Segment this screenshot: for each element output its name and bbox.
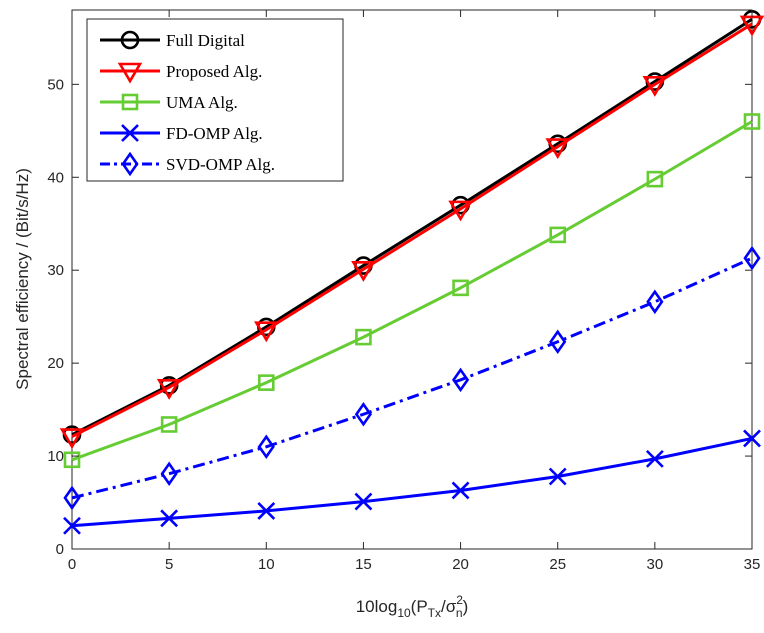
x-axis-title-sup: 2: [456, 593, 463, 607]
data-point-fd-omp-alg: [451, 481, 470, 500]
data-point-proposed-alg: [59, 428, 85, 450]
x-axis-title-end: ): [463, 597, 469, 616]
data-point-uma-alg: [646, 170, 664, 188]
data-point-svd-omp-alg: [549, 329, 567, 355]
series-line-svd-omp-alg: [71, 256, 753, 500]
data-point-uma-alg: [160, 416, 178, 433]
data-point-uma-alg: [63, 451, 81, 469]
legend-label-full-digital: Full Digital: [166, 31, 245, 50]
legend-label-svd-omp-alg: SVD-OMP Alg.: [166, 155, 275, 174]
data-point-proposed-alg: [642, 76, 668, 97]
y-tick-label: 10: [47, 448, 64, 465]
y-tick-label: 50: [47, 76, 64, 93]
y-tick-label: 30: [47, 262, 64, 279]
data-point-proposed-alg: [156, 378, 182, 400]
data-point-fd-omp-alg: [548, 467, 567, 486]
legend-entry-proposed-alg: Proposed Alg.: [100, 62, 262, 84]
x-tick-label: 20: [452, 556, 469, 573]
series-svd-omp-alg: [63, 245, 761, 511]
legend-label-uma-alg: UMA Alg.: [166, 93, 238, 112]
data-point-uma-alg: [257, 374, 275, 391]
data-point-proposed-alg: [448, 200, 473, 222]
legend-label-fd-omp-alg: FD-OMP Alg.: [166, 124, 263, 143]
data-point-svd-omp-alg: [646, 289, 664, 315]
data-point-proposed-alg: [351, 260, 376, 282]
series-proposed-alg: [59, 15, 764, 450]
legend-label-proposed-alg: Proposed Alg.: [166, 62, 262, 81]
series-line-proposed-alg: [71, 22, 753, 438]
series-uma-alg: [63, 113, 761, 469]
data-point-svd-omp-alg: [451, 367, 470, 393]
data-point-proposed-alg: [545, 138, 570, 160]
data-point-fd-omp-alg: [354, 492, 373, 511]
x-tick-label: 15: [355, 556, 372, 573]
data-point-uma-alg: [743, 113, 761, 130]
x-axis-title-sub3: n: [456, 606, 463, 620]
legend-entry-svd-omp-alg: SVD-OMP Alg.: [100, 151, 275, 177]
legend-marker-uma-alg: [121, 93, 139, 111]
legend: Full Digital Proposed Alg. UMA Alg. FD-OMP …: [86, 18, 344, 182]
x-axis-title-mid: (P: [411, 597, 428, 616]
legend-marker-full-digital: [120, 30, 140, 50]
y-axis-title: Spectral efficiency / (Bit/s/Hz): [13, 168, 32, 390]
x-axis-title-sub2: Tx: [428, 606, 441, 620]
data-point-fd-omp-alg: [645, 449, 664, 468]
x-axis-title-slash: /σ: [441, 597, 457, 616]
x-tick-label: 30: [647, 556, 664, 573]
data-point-fd-omp-alg: [160, 509, 179, 528]
data-point-fd-omp-alg: [63, 516, 81, 535]
x-axis-title-sub1: 10: [397, 606, 411, 620]
y-tick-label: 40: [47, 169, 64, 186]
data-point-svd-omp-alg: [63, 485, 81, 511]
x-axis-title: 10log10(PTx/σ2 n): [356, 593, 469, 620]
y-tick-label: 0: [56, 541, 64, 558]
y-tick-label: 20: [47, 355, 64, 372]
x-tick-label: 0: [68, 556, 76, 573]
legend-entry-full-digital: Full Digital: [100, 30, 245, 50]
data-point-fd-omp-alg: [743, 429, 761, 448]
legend-entry-uma-alg: UMA Alg.: [100, 93, 238, 112]
data-point-svd-omp-alg: [354, 401, 373, 427]
x-tick-label: 10: [258, 556, 275, 573]
data-point-fd-omp-alg: [257, 501, 276, 520]
series-line-full-digital: [71, 18, 753, 437]
data-point-svd-omp-alg: [160, 461, 178, 486]
tick-layer: 0 5 10 15 20 25 30 35 0 10 20 30 40 50: [47, 10, 760, 573]
series-layer: [59, 9, 764, 535]
legend-marker-svd-omp-alg: [121, 151, 139, 177]
x-tick-label: 35: [744, 556, 761, 573]
series-fd-omp-alg: [63, 429, 761, 535]
data-point-svd-omp-alg: [257, 434, 275, 460]
x-axis-title-base: 10log: [356, 597, 398, 616]
data-point-svd-omp-alg: [743, 245, 761, 271]
x-tick-label: 25: [549, 556, 566, 573]
data-point-uma-alg: [355, 328, 372, 346]
legend-marker-fd-omp-alg: [121, 124, 139, 142]
series-line-uma-alg: [71, 120, 753, 462]
x-tick-label: 5: [165, 556, 173, 573]
data-point-uma-alg: [549, 226, 567, 244]
data-point-uma-alg: [452, 279, 469, 297]
series-line-fd-omp-alg: [71, 436, 753, 528]
data-point-proposed-alg: [254, 321, 279, 343]
legend-marker-proposed-alg: [117, 62, 143, 84]
legend-entry-fd-omp-alg: FD-OMP Alg.: [100, 124, 263, 143]
